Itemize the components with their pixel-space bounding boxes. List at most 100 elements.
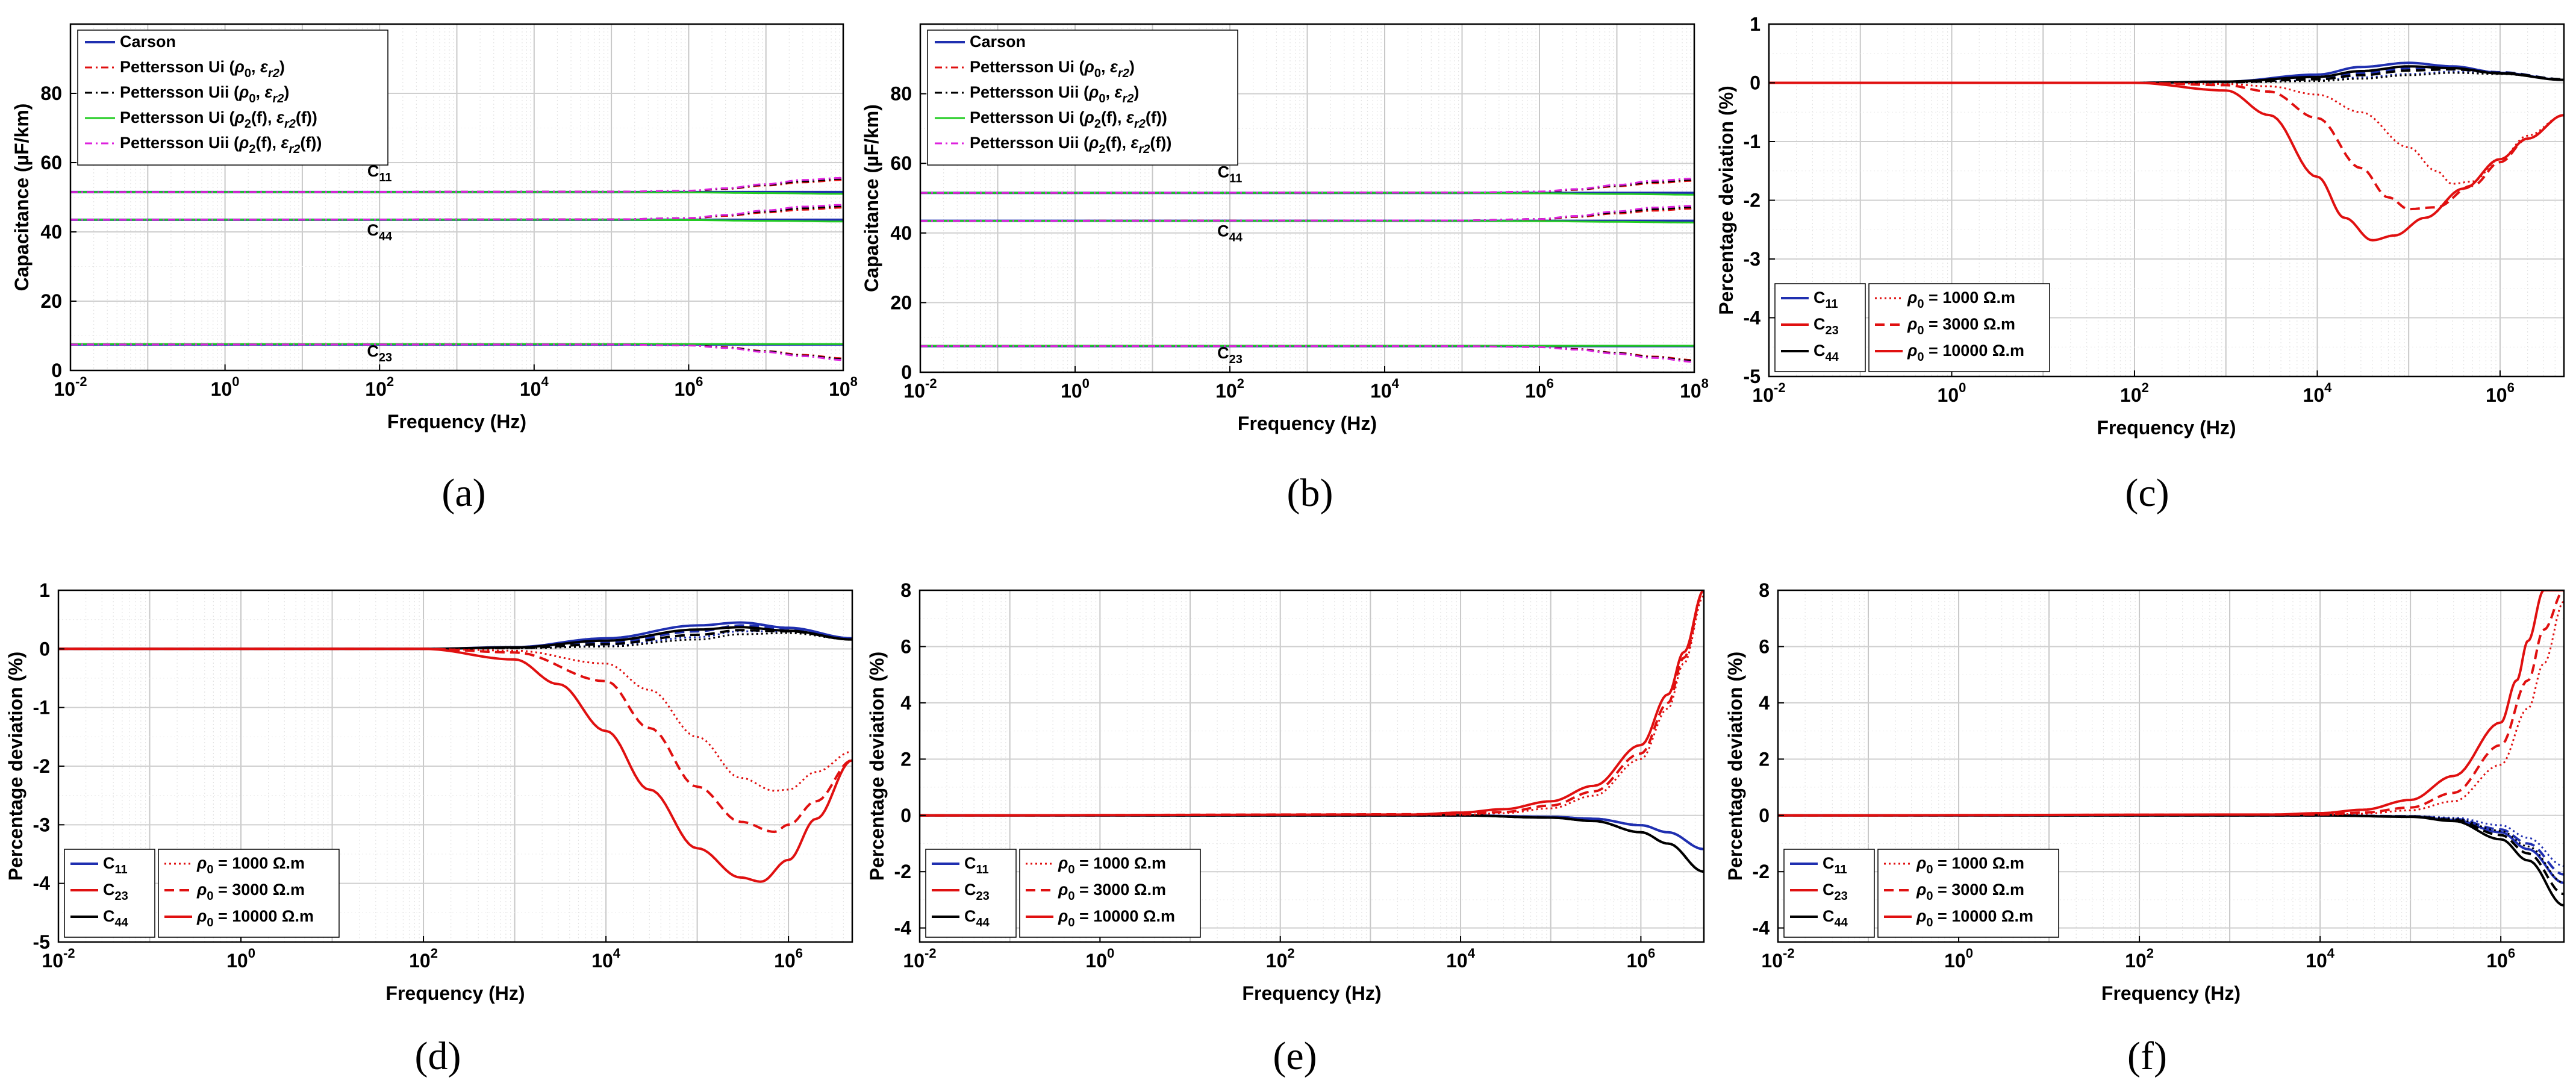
legend: Carson Pettersson Ui (ρ0​, εr2​) Pettersso… [77,30,388,166]
legend-conductor-label: C44​ [964,907,990,929]
y-tick-label: 2 [900,748,911,770]
legend-item-label: Pettersson Uii (ρ0​, εr2​) [120,83,289,105]
x-tick-label: 100 [1061,376,1090,402]
x-tick-label: 100 [1085,946,1114,972]
curve-label: C11​ [367,162,392,184]
series-line [1778,814,2564,884]
series-group [1769,61,2564,242]
series-line [1769,81,2564,211]
legend-item-label: Pettersson Ui (ρ2​(f), εr2​(f)) [970,108,1167,131]
x-tick-label: 10-2 [903,946,936,972]
y-tick-label: 4 [900,692,911,714]
x-tick-label: 104 [1370,376,1400,402]
y-tick-label: 6 [1759,635,1770,657]
legend-conductor-label: C23​ [1823,881,1848,903]
y-ticks: 1 0 -1 -2 -3 -4 -5 [1744,13,1775,387]
legend-conductor-label: C44​ [1813,342,1839,364]
panel-label-f: (f) [2127,1034,2167,1078]
legend-box [77,30,388,166]
panel-label-b: (b) [1287,471,1333,515]
x-tick-label: 108 [829,374,858,400]
legend-resistivity-label: ρ0​ = 10000 Ω.m [1058,907,1175,929]
x-ticks: 10-2 100 102 104 106 [1752,370,2515,406]
y-tick-label: 40 [890,222,912,244]
axes-box [1777,589,2565,943]
series-line [1769,81,2564,242]
series-line [70,176,843,193]
y-tick-label: -5 [1744,366,1760,387]
x-tick-label: 10-2 [42,946,75,972]
y-tick-label: 1 [39,579,50,601]
y-tick-label: 0 [1750,72,1760,94]
y-tick-label: -1 [33,697,50,719]
grid [920,24,1695,373]
y-tick-label: 0 [901,361,912,383]
y-tick-label: -3 [1744,248,1760,270]
series-group [1778,590,2564,907]
x-tick-label: 106 [2486,380,2515,406]
series-line [58,632,852,650]
series-group [920,178,1694,363]
x-tick-label: 106 [674,374,703,400]
y-tick-label: 8 [1759,579,1770,601]
y-tick-label: 4 [1759,692,1770,714]
y-tick-label: 40 [40,221,62,243]
legend-conductor-label: C11​ [964,854,989,876]
y-tick-label: 1 [1750,13,1760,35]
y-axis-label: Percentage deviation (%) [1715,86,1737,315]
x-tick-label: 102 [1266,946,1295,972]
legend-resistivity-label: ρ0​ = 1000 Ω.m [1916,854,2024,876]
x-axis-label: Frequency (Hz) [2097,417,2236,438]
legend-item-label: Pettersson Uii (ρ2​(f), εr2​(f)) [970,134,1171,156]
series-line [1778,814,2564,867]
y-tick-label: 20 [890,292,912,313]
y-tick-label: 0 [39,638,50,660]
legend-resistivity-label: ρ0​ = 1000 Ω.m [1907,289,2015,311]
y-tick-label: 80 [40,83,62,104]
legend-item-label: Pettersson Uii (ρ0​, εr2​) [970,83,1139,105]
legend-resistivity-label: ρ0​ = 3000 Ω.m [196,881,305,903]
legend: C11​ C23​ C44​ ρ0​ = 1000 Ω.m ρ0​ = 3000 Ω.m… [1774,283,2050,372]
x-tick-label: 104 [591,946,621,972]
y-ticks: 8 6 4 2 0 -2 -4 [894,579,926,939]
series-group [70,176,843,361]
legend-resistivity-label: ρ0​ = 3000 Ω.m [1916,881,2024,903]
legend-box [927,30,1238,166]
legend-resistivity-label: ρ0​ = 1000 Ω.m [196,854,305,876]
y-tick-label: 6 [900,635,911,657]
series-line [70,343,843,361]
y-tick-label: -4 [1753,917,1770,939]
x-ticks: 10-2 100 102 104 106 108 [903,366,1709,402]
y-tick-label: -4 [33,873,51,894]
x-tick-label: 102 [1215,376,1244,402]
legend-conductor-label: C44​ [103,907,129,929]
y-tick-label: -2 [1744,190,1760,211]
x-tick-label: 10-2 [903,376,937,402]
series-line [1778,601,2564,817]
chart-b: 10-2 100 102 104 106 108 0 20 40 60 80 Frequency (H… [861,23,1709,434]
y-ticks: 0 20 40 60 80 [40,83,76,381]
x-tick-label: 102 [409,946,438,972]
x-tick-label: 10-2 [54,374,87,400]
series-line [920,590,1704,817]
chart-f: 10-2 100 102 104 106 8 6 4 2 0 -2 -4 Frequency (Hz) P… [1724,579,2565,1004]
y-axis-label: Capacitance (µF/km) [11,104,33,292]
legend: C11​ C23​ C44​ ρ0​ = 1000 Ω.m ρ0​ = 3000 Ω.m… [925,849,1201,938]
x-axis-label: Frequency (Hz) [385,982,525,1004]
y-axis-label: Percentage deviation (%) [5,652,27,881]
x-axis-label: Frequency (Hz) [387,411,526,432]
y-axis-label: Percentage deviation (%) [1724,652,1746,881]
curve-label: C44​ [1217,222,1243,245]
y-tick-label: 0 [900,805,911,826]
series-line [920,595,1704,817]
series-group [58,621,852,883]
x-tick-label: 108 [1680,376,1709,402]
y-tick-label: -3 [33,814,50,835]
x-axis-label: Frequency (Hz) [1242,982,1381,1004]
legend-item-label: Carson [970,33,1026,51]
x-tick-label: 100 [211,374,240,400]
legend-item-label: Pettersson Uii (ρ2​(f), εr2​(f)) [120,134,322,156]
x-tick-label: 100 [1944,946,1973,972]
legend-conductor-label: C23​ [964,881,990,903]
x-tick-label: 106 [1525,376,1554,402]
